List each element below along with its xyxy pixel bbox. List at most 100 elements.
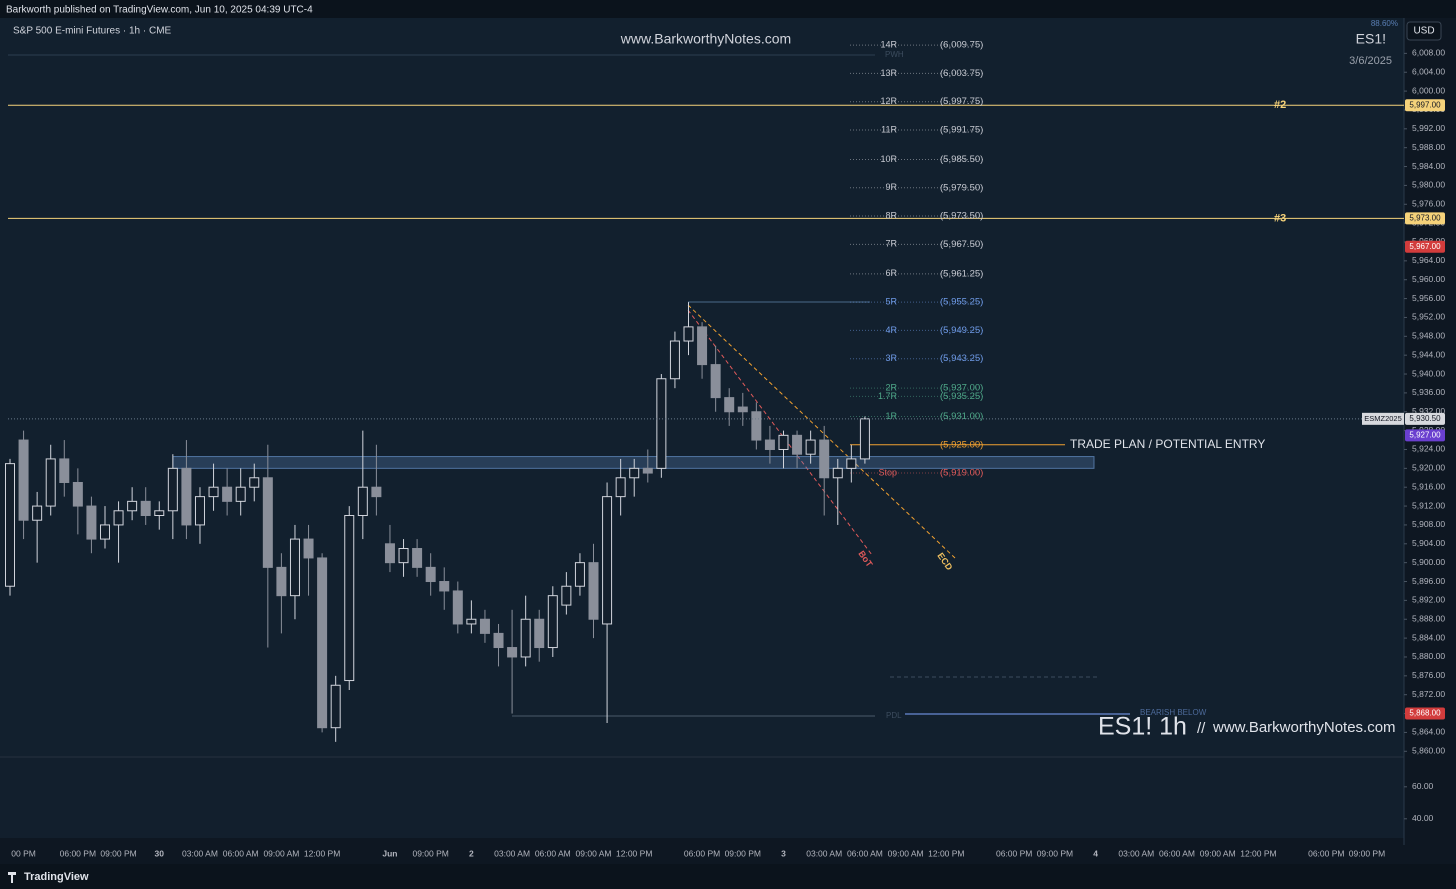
candle-body <box>262 477 273 568</box>
candle-body <box>737 406 748 413</box>
candle-body <box>669 340 680 380</box>
y-tick-label: 6,008.00 <box>1412 48 1445 58</box>
x-tick-label: 09:00 PM <box>1349 848 1385 858</box>
candle-body <box>574 562 585 587</box>
level-name: 10R <box>880 154 897 164</box>
y-tick-label: 5,992.00 <box>1412 123 1445 133</box>
candle-body <box>588 562 599 620</box>
level-value-label: (5,931.00) <box>940 411 983 422</box>
candle-body <box>113 510 124 526</box>
candle-body <box>466 618 477 625</box>
price-tag <box>1405 212 1445 225</box>
candle-body <box>276 566 287 597</box>
candle-body <box>344 515 355 682</box>
currency-box[interactable] <box>1406 21 1442 41</box>
level-name: 8R <box>885 210 897 220</box>
y-tick-label: 6,000.00 <box>1412 85 1445 95</box>
level-name: 1R <box>885 411 897 421</box>
candle-body <box>18 439 29 521</box>
x-tick-label: 03:00 AM <box>1118 848 1154 858</box>
candle-body <box>534 618 545 649</box>
level-name: 6R <box>885 268 897 278</box>
price-tag <box>1405 240 1445 253</box>
level-value-label: (5,935.25) <box>940 391 983 402</box>
footer-bar <box>0 864 1456 889</box>
candle-body <box>724 397 735 413</box>
y-tick-label: 5,892.00 <box>1412 595 1445 605</box>
candle-body <box>778 434 789 450</box>
x-tick-label: 06:00 AM <box>535 848 571 858</box>
level-name: 11R <box>881 124 897 134</box>
candle-body <box>249 477 260 488</box>
x-tick-label: 12:00 PM <box>928 848 964 858</box>
y-tick-label: 5,952.00 <box>1412 312 1445 322</box>
level-value-label: (5,997.75) <box>940 96 983 107</box>
level-value-label: (5,919.00) <box>940 468 983 479</box>
bearish-below: BEARISH BELOW <box>1140 708 1207 717</box>
level-value-label: (5,991.75) <box>940 125 983 136</box>
x-tick-label: 30 <box>155 848 165 858</box>
top-bar <box>0 0 1456 18</box>
level-value-label: (5,925.00) <box>940 439 983 450</box>
x-tick-label: 09:00 AM <box>263 848 299 858</box>
level-name: 3R <box>885 353 897 363</box>
candle-body <box>602 496 613 625</box>
level-annotation: TRADE PLAN / POTENTIAL ENTRY <box>1070 437 1265 451</box>
x-tick-label: 12:00 PM <box>616 848 652 858</box>
level-value-label: (5,973.50) <box>940 211 983 222</box>
candle-body <box>5 463 15 587</box>
price-tag <box>1405 99 1445 112</box>
indicator-tick-label: 40.00 <box>1412 813 1434 823</box>
price-tag <box>1405 707 1445 720</box>
candle-body <box>819 439 830 479</box>
candle-body <box>507 647 518 658</box>
candle-body <box>697 326 708 366</box>
x-tick-label: 03:00 AM <box>806 848 842 858</box>
footer-symbol: ES1! 1h <box>1098 713 1187 741</box>
candle-body <box>547 595 558 649</box>
candle-body <box>330 684 341 729</box>
y-tick-label: 5,860.00 <box>1412 746 1445 756</box>
ecd-trendline <box>687 304 956 559</box>
y-tick-label: 5,932.00 <box>1412 406 1445 416</box>
bot-trendline <box>687 309 873 556</box>
y-tick-label: 5,904.00 <box>1412 538 1445 548</box>
level-name: 5R <box>885 296 897 306</box>
x-tick-label: 09:00 PM <box>100 848 136 858</box>
currency[interactable]: USD <box>1413 26 1434 37</box>
candle-body <box>479 618 490 634</box>
x-tick-label: 06:00 AM <box>847 848 883 858</box>
y-tick-label: 5,984.00 <box>1412 161 1445 171</box>
publisher: Barkworth published on TradingView.com, … <box>6 5 313 16</box>
y-tick-label: 5,944.00 <box>1412 349 1445 359</box>
y-tick-label: 5,988.00 <box>1412 142 1445 152</box>
y-tick-label: 5,948.00 <box>1412 331 1445 341</box>
level-value-label: (5,961.25) <box>940 268 983 279</box>
level-value-label: (5,949.25) <box>940 325 983 336</box>
candle-body <box>181 467 192 526</box>
tag-name: ESMZ2025 <box>1364 414 1402 423</box>
x-tick-label: 06:00 AM <box>223 848 259 858</box>
x-tick-label: 12:00 PM <box>304 848 340 858</box>
brand-logo <box>8 872 16 883</box>
y-tick-label: 5,884.00 <box>1412 632 1445 642</box>
candle-body <box>357 486 368 517</box>
candle-body <box>140 500 151 517</box>
candle-body <box>561 585 572 606</box>
y-tick-label: 5,960.00 <box>1412 274 1445 284</box>
candle-body <box>710 364 721 399</box>
candle-body <box>615 477 626 498</box>
x-tick-label: 4 <box>1093 848 1098 858</box>
x-tick-label: 09:00 AM <box>888 848 924 858</box>
candle-body <box>398 548 409 564</box>
candle-body <box>764 439 775 450</box>
y-tick-label: 5,936.00 <box>1412 387 1445 397</box>
candle-body <box>303 538 314 559</box>
candle-body <box>683 326 694 342</box>
pdl: PDL <box>886 711 902 720</box>
x-tick-label: 09:00 AM <box>1200 848 1236 858</box>
date: 3/6/2025 <box>1349 55 1392 67</box>
y-tick-label: 5,864.00 <box>1412 727 1445 737</box>
price-tag-label: 5,973.00 <box>1409 214 1441 223</box>
x-tick-label: 06:00 PM <box>996 848 1032 858</box>
